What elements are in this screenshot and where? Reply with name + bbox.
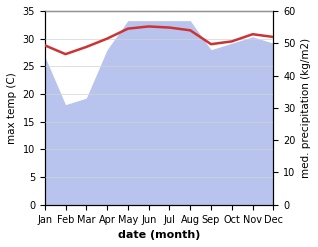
X-axis label: date (month): date (month) bbox=[118, 230, 200, 240]
Y-axis label: med. precipitation (kg/m2): med. precipitation (kg/m2) bbox=[301, 38, 311, 178]
Y-axis label: max temp (C): max temp (C) bbox=[7, 72, 17, 144]
